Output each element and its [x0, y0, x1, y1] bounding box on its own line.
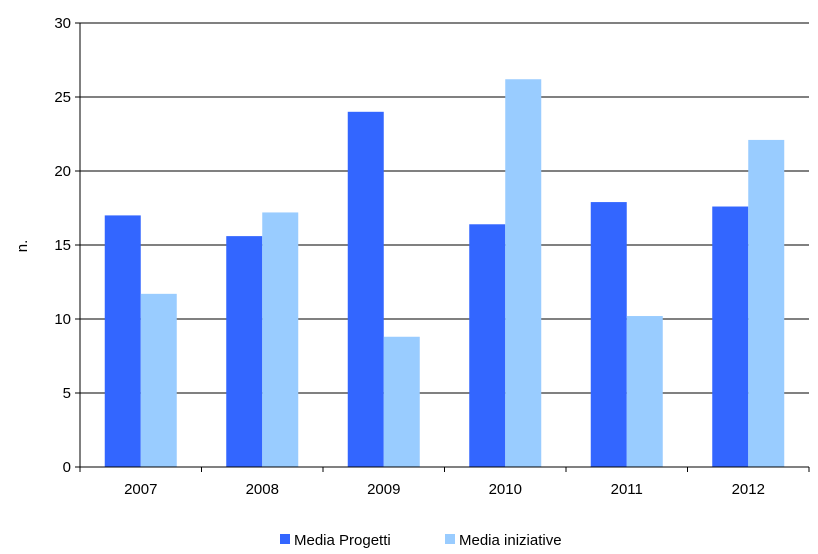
bar-media-iniziative-2008	[262, 212, 299, 467]
bar-media-iniziative-2011	[626, 316, 663, 467]
x-tick-labels: 2007 2008 2009 2010 2011 2012	[124, 481, 765, 498]
x-tick-label: 2012	[732, 481, 765, 498]
y-tick-label: 10	[54, 311, 71, 328]
y-tick-labels: 0 5 10 15 20 25 30	[54, 15, 71, 476]
bar-media-progetti-2011	[590, 202, 627, 467]
legend-label: Media Progetti	[294, 532, 391, 549]
bar-media-progetti-2008	[226, 236, 263, 467]
bars	[104, 79, 785, 468]
bar-media-progetti-2010	[469, 224, 506, 467]
y-tick-label: 25	[54, 89, 71, 106]
bar-media-iniziative-2007	[140, 293, 177, 467]
bar-media-iniziative-2012	[748, 139, 785, 468]
legend: Media Progetti Media iniziative	[280, 532, 562, 549]
gridlines	[80, 22, 809, 394]
x-tick-label: 2008	[246, 481, 279, 498]
x-tick-label: 2007	[124, 481, 157, 498]
x-tick-label: 2010	[489, 481, 522, 498]
y-axis-title: n.	[14, 240, 31, 253]
legend-label: Media iniziative	[459, 532, 562, 549]
bar-media-iniziative-2010	[505, 79, 542, 468]
bar-media-progetti-2012	[712, 206, 749, 467]
x-tick-label: 2009	[367, 481, 400, 498]
legend-swatch-media-progetti	[280, 534, 290, 544]
bar-media-progetti-2009	[347, 111, 384, 468]
axes	[75, 22, 810, 472]
legend-swatch-media-iniziative	[445, 534, 455, 544]
x-tick-label: 2011	[611, 481, 643, 498]
bar-media-progetti-2007	[104, 215, 141, 467]
y-tick-label: 5	[63, 385, 71, 402]
y-tick-label: 15	[54, 237, 71, 254]
y-tick-label: 20	[54, 163, 71, 180]
bar-media-iniziative-2009	[383, 336, 420, 467]
y-tick-label: 0	[63, 459, 71, 476]
y-tick-label: 30	[54, 15, 71, 32]
